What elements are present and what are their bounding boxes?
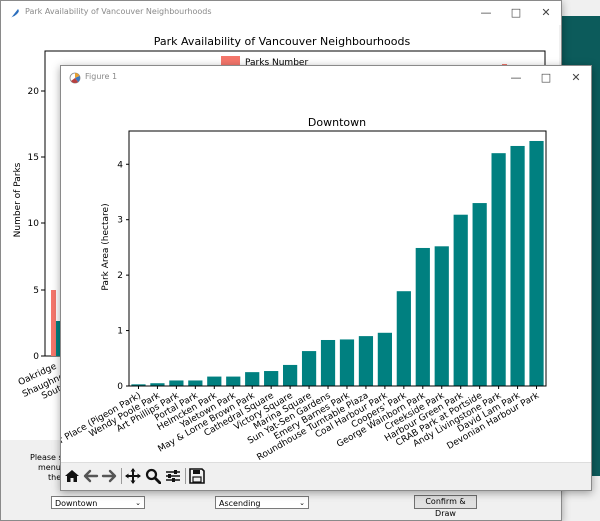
bar: [453, 214, 468, 386]
desktop-background: [556, 16, 600, 66]
bar-group: [131, 140, 544, 386]
minimize-button[interactable]: —: [480, 6, 492, 19]
confirm-draw-button[interactable]: Confirm & Draw: [414, 495, 477, 518]
toolbar-separator: [121, 468, 122, 484]
bar: [245, 372, 260, 386]
bar: [339, 339, 355, 386]
main-ytick-label: 15: [28, 153, 39, 163]
bar: [529, 140, 544, 386]
neighbourhood-select-value: Downtown: [55, 499, 98, 508]
main-ytick-label: 5: [33, 286, 39, 296]
desktop-background: [590, 66, 600, 476]
main-bar: [51, 290, 56, 356]
configure-icon[interactable]: [165, 468, 181, 484]
figure-titlebar: Figure 1 — □ ✕: [61, 66, 591, 90]
chevron-down-icon[interactable]: ⌄: [299, 499, 305, 507]
main-ytick-label: 0: [33, 352, 39, 362]
legend-swatch: [221, 56, 240, 66]
main-chart-title: Park Availability of Vancouver Neighbour…: [154, 35, 411, 48]
bar: [377, 332, 392, 386]
y-tick-label: 1: [117, 327, 123, 337]
bar: [415, 247, 430, 386]
zoom-icon[interactable]: [145, 468, 161, 484]
chart-ylabel: Park Area (hectare): [101, 203, 111, 290]
bar: [283, 364, 298, 386]
forward-arrow-icon[interactable]: [101, 468, 117, 484]
pan-icon[interactable]: [125, 468, 141, 484]
main-y-ticks: 0 5 10 15 20: [28, 87, 45, 362]
bar: [226, 376, 241, 386]
order-select-value: Ascending: [219, 499, 261, 508]
minimize-button[interactable]: —: [510, 71, 522, 84]
maximize-button[interactable]: □: [540, 71, 552, 84]
figure-window: Figure 1 — □ ✕ Downtown Park Area (hecta…: [60, 65, 592, 491]
instruction-text-line: menu to s: [38, 463, 79, 472]
bar: [320, 339, 336, 386]
back-arrow-icon[interactable]: [83, 468, 99, 484]
save-icon[interactable]: [189, 468, 205, 484]
close-button[interactable]: ✕: [571, 71, 581, 84]
bar: [150, 383, 165, 386]
bar: [207, 376, 222, 386]
instruction-text-line: the: [48, 473, 62, 482]
y-tick-label: 0: [117, 382, 123, 392]
bar: [301, 351, 317, 386]
bar: [472, 203, 487, 386]
order-select[interactable]: Ascending ⌄: [215, 496, 309, 509]
main-ylabel: Number of Parks: [13, 162, 23, 237]
bar: [169, 380, 184, 386]
y-tick-label: 2: [117, 271, 123, 281]
feather-icon: [11, 9, 19, 18]
bar: [358, 336, 374, 386]
main-titlebar: Park Availability of Vancouver Neighbour…: [1, 1, 561, 25]
bar: [188, 380, 203, 386]
bar: [510, 145, 525, 386]
legend-label: Parks Number: [245, 58, 308, 68]
y-tick-label: 3: [117, 216, 123, 226]
bar: [491, 153, 506, 386]
bar: [434, 246, 449, 386]
instruction-text-line: Please sel: [30, 453, 70, 462]
neighbourhood-select[interactable]: Downtown ⌄: [51, 496, 145, 509]
maximize-button[interactable]: □: [510, 6, 522, 19]
bar: [264, 371, 279, 386]
figure-window-title: Figure 1: [85, 72, 118, 81]
toolbar-separator: [185, 468, 186, 484]
chevron-down-icon[interactable]: ⌄: [135, 499, 141, 507]
home-icon[interactable]: [64, 468, 80, 484]
close-button[interactable]: ✕: [541, 6, 551, 19]
main-window-title: Park Availability of Vancouver Neighbour…: [25, 7, 212, 16]
main-ytick-label: 10: [28, 219, 40, 229]
main-ytick-label: 20: [28, 87, 40, 97]
bar: [396, 291, 411, 386]
bar: [131, 384, 146, 386]
y-tick-label: 4: [117, 160, 123, 170]
matplotlib-icon: [69, 72, 81, 84]
chart-title: Downtown: [308, 116, 366, 129]
main-bar: [56, 321, 61, 356]
figure-toolbar: [61, 462, 591, 490]
plot-frame: [128, 130, 547, 387]
